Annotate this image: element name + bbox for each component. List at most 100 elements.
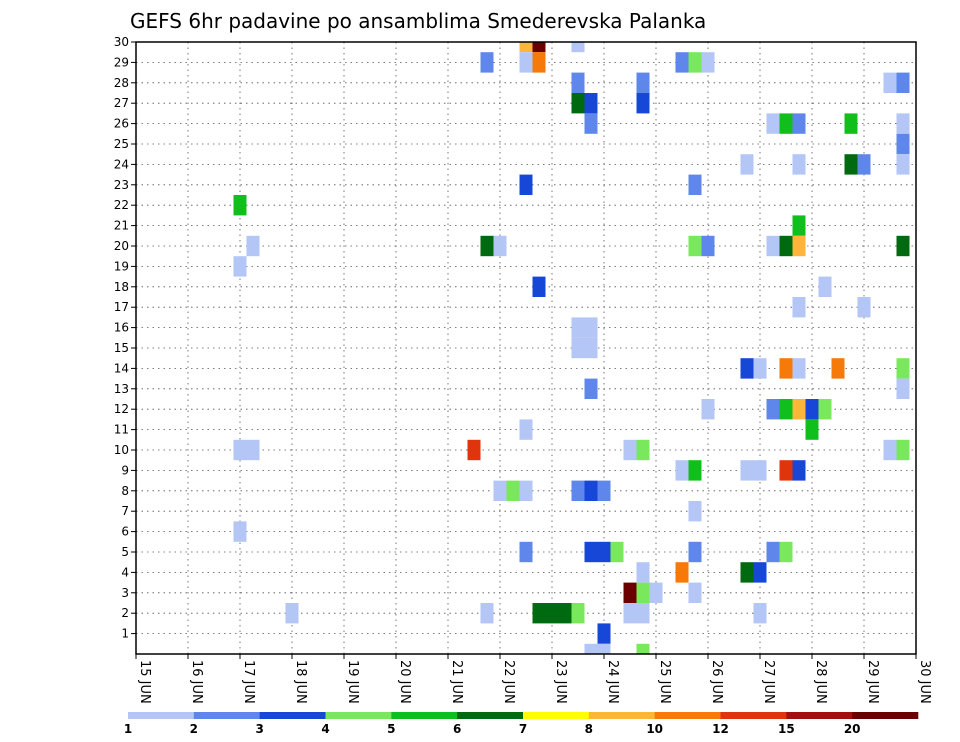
- y-tick-label: 30: [114, 35, 129, 49]
- y-tick-label: 14: [114, 361, 129, 375]
- colorbar-segment: [654, 712, 721, 719]
- heatmap-cell: [805, 399, 819, 420]
- heatmap-cell: [532, 42, 546, 53]
- heatmap-cell: [792, 399, 806, 420]
- heatmap-cell: [883, 439, 897, 461]
- heatmap-cell: [558, 603, 572, 624]
- heatmap-cell: [532, 276, 546, 297]
- y-tick-label: 11: [114, 423, 129, 437]
- colorbar-segment: [523, 712, 590, 719]
- y-tick-label: 9: [121, 463, 129, 477]
- heatmap-cell: [636, 582, 650, 603]
- heatmap-cell: [623, 582, 637, 603]
- heatmap-cell: [519, 42, 533, 53]
- heatmap-cell: [688, 460, 702, 481]
- heatmap-cell: [545, 603, 559, 624]
- y-tick-label: 3: [121, 586, 129, 600]
- colorbar-label: 4: [321, 722, 329, 736]
- heatmap-cell: [779, 358, 793, 379]
- x-tick-label: 29 JUN: [865, 660, 880, 704]
- heatmap-cell: [636, 93, 650, 114]
- x-tick-label: 23 JUN: [553, 660, 568, 704]
- heatmap-cell: [766, 113, 780, 134]
- heatmap-cell: [675, 460, 689, 481]
- heatmap-cell: [532, 52, 546, 73]
- heatmap-cell: [597, 623, 611, 644]
- heatmap-cell: [896, 72, 910, 93]
- y-tick-label: 27: [114, 96, 129, 110]
- heatmap-cell: [584, 480, 598, 501]
- heatmap-cell: [896, 358, 910, 379]
- heatmap-cell: [896, 378, 910, 399]
- colorbar-label: 3: [255, 722, 263, 736]
- heatmap-cell: [571, 337, 585, 359]
- x-tick-label: 24 JUN: [605, 660, 620, 704]
- heatmap-cell: [597, 541, 611, 563]
- colorbar-segment: [193, 712, 260, 719]
- colorbar-label: 12: [712, 722, 729, 736]
- x-axis: 15 JUN 16 JUN 17 JUN 18 JUN 19 JUN 20 JUN 21 J…: [135, 654, 932, 704]
- heatmap-cell: [779, 541, 793, 563]
- y-tick-label: 13: [114, 382, 129, 396]
- y-tick-label: 29: [114, 55, 129, 69]
- y-tick-label: 18: [114, 280, 129, 294]
- heatmap-cell: [844, 113, 858, 134]
- y-tick-label: 7: [121, 504, 129, 518]
- heatmap-cell: [896, 154, 910, 175]
- x-tick-label: 26 JUN: [709, 660, 724, 704]
- heatmap-cell: [571, 603, 585, 624]
- heatmap-cell: [688, 52, 702, 73]
- heatmap-cell: [740, 562, 754, 583]
- heatmap-cell: [779, 113, 793, 134]
- colorbar-label: 5: [387, 722, 395, 736]
- heatmap-cell: [753, 460, 767, 481]
- heatmap-cell: [571, 93, 585, 114]
- colorbar-segment: [325, 712, 392, 719]
- heatmap-cell: [519, 480, 533, 501]
- y-tick-label: 5: [121, 545, 129, 559]
- x-tick-label: 21 JUN: [449, 660, 464, 704]
- colorbar-label: 15: [778, 722, 795, 736]
- heatmap-cell: [753, 603, 767, 624]
- heatmap-cell: [766, 235, 780, 257]
- colorbar-segment: [786, 712, 853, 719]
- heatmap-cell: [896, 235, 910, 257]
- heatmap-cell: [610, 541, 624, 563]
- y-tick-label: 6: [121, 525, 129, 539]
- heatmap-cell: [740, 358, 754, 379]
- heatmap-cell: [753, 358, 767, 379]
- heatmap-cell: [805, 419, 819, 440]
- heatmap-cell: [636, 439, 650, 461]
- colorbar-label: 2: [190, 722, 198, 736]
- heatmap-cell: [480, 235, 494, 257]
- heatmap-cell: [792, 154, 806, 175]
- heatmap-cell: [753, 562, 767, 583]
- heatmap-cell: [597, 643, 611, 654]
- heatmap-cell: [792, 358, 806, 379]
- heatmap-cell: [571, 72, 585, 93]
- heatmap-cell: [818, 276, 832, 297]
- heatmap-cell: [740, 154, 754, 175]
- heatmap-cells: [233, 42, 910, 654]
- heatmap-cell: [857, 154, 871, 175]
- heatmap-cell: [493, 480, 507, 501]
- heatmap-cell: [857, 297, 871, 318]
- colorbar-segment: [457, 712, 524, 719]
- heatmap-cell: [233, 195, 247, 216]
- y-tick-label: 20: [114, 239, 129, 253]
- heatmap-cell: [480, 603, 494, 624]
- heatmap-cell: [246, 235, 260, 257]
- colorbar-label: 8: [585, 722, 593, 736]
- x-tick-label: 27 JUN: [761, 660, 776, 704]
- heatmap-cell: [584, 93, 598, 114]
- heatmap-cell: [571, 317, 585, 338]
- y-tick-label: 4: [121, 565, 129, 579]
- heatmap-cell: [623, 603, 637, 624]
- heatmap-cell: [480, 52, 494, 73]
- heatmap-cell: [896, 113, 910, 134]
- heatmap-cell: [844, 154, 858, 175]
- heatmap-cell: [597, 480, 611, 501]
- y-tick-label: 28: [114, 76, 129, 90]
- heatmap-cell: [233, 439, 247, 461]
